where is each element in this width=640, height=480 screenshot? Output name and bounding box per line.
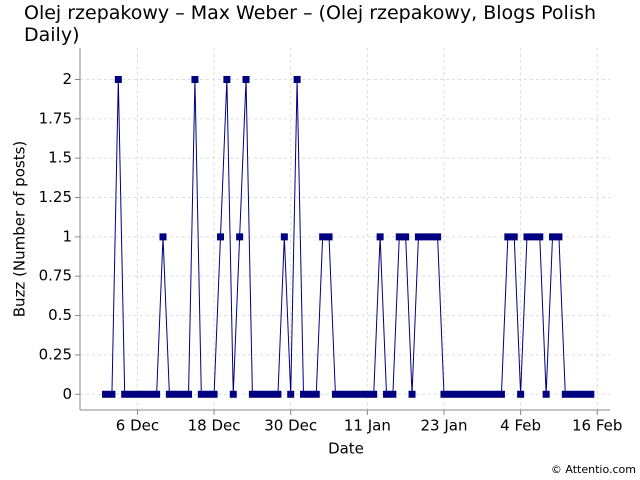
data-point: [376, 233, 384, 241]
y-tick-label: 0.75: [39, 267, 72, 285]
data-point: [466, 390, 474, 398]
data-point: [510, 233, 518, 241]
data-point: [255, 390, 263, 398]
data-point: [414, 233, 422, 241]
x-tick-label: 23 Jan: [420, 417, 467, 435]
y-axis-label: Buzz (Number of posts): [11, 141, 29, 317]
x-tick-label: 30 Dec: [264, 417, 317, 435]
data-point: [197, 390, 205, 398]
data-point: [434, 233, 442, 241]
data-point: [223, 75, 231, 83]
data-point: [542, 390, 550, 398]
data-point: [344, 390, 352, 398]
data-point: [274, 390, 282, 398]
y-tick-label: 1.25: [39, 188, 72, 206]
data-point: [472, 390, 480, 398]
data-point: [421, 233, 429, 241]
data-point: [178, 390, 186, 398]
data-point: [351, 390, 359, 398]
data-point: [478, 390, 486, 398]
data-point: [536, 233, 544, 241]
data-point: [299, 390, 307, 398]
data-point: [561, 390, 569, 398]
data-point: [248, 390, 256, 398]
data-point: [306, 390, 314, 398]
data-point: [497, 390, 505, 398]
data-point: [159, 233, 167, 241]
data-point: [210, 390, 218, 398]
data-point: [325, 233, 333, 241]
data-point: [587, 390, 595, 398]
data-point: [383, 390, 391, 398]
data-point: [312, 390, 320, 398]
data-point: [453, 390, 461, 398]
data-point: [185, 390, 193, 398]
y-tick-label: 0: [62, 385, 72, 403]
data-point: [402, 233, 410, 241]
y-tick-label: 0.25: [39, 345, 72, 363]
data-point: [504, 233, 512, 241]
data-point: [153, 390, 161, 398]
data-point: [459, 390, 467, 398]
data-point: [114, 75, 122, 83]
data-point: [204, 390, 212, 398]
data-point: [319, 233, 327, 241]
data-point: [485, 390, 493, 398]
x-axis-label: Date: [328, 440, 364, 458]
data-point: [389, 390, 397, 398]
data-point: [165, 390, 173, 398]
data-point: [191, 75, 199, 83]
data-point: [236, 233, 244, 241]
x-tick-label: 4 Feb: [500, 417, 541, 435]
y-tick-label: 2: [62, 70, 72, 88]
data-point: [331, 390, 339, 398]
data-point: [146, 390, 154, 398]
y-tick-label: 0.5: [48, 306, 72, 324]
data-point: [268, 390, 276, 398]
data-point: [491, 390, 499, 398]
data-point: [363, 390, 371, 398]
data-point: [370, 390, 378, 398]
data-point: [549, 233, 557, 241]
data-point: [440, 390, 448, 398]
data-point: [446, 390, 454, 398]
x-tick-label: 6 Dec: [116, 417, 159, 435]
data-point: [242, 75, 250, 83]
x-tick-label: 16 Feb: [572, 417, 622, 435]
data-point: [408, 390, 416, 398]
data-point: [229, 390, 237, 398]
data-point: [172, 390, 180, 398]
data-point: [287, 390, 295, 398]
data-point: [216, 233, 224, 241]
data-point: [280, 233, 288, 241]
chart-title: Olej rzepakowy – Max Weber – (Olej rzepa…: [24, 2, 597, 46]
data-point: [395, 233, 403, 241]
data-point: [338, 390, 346, 398]
data-point: [574, 390, 582, 398]
data-point: [580, 390, 588, 398]
y-tick-label: 1.75: [39, 109, 72, 127]
data-point: [517, 390, 525, 398]
data-point: [293, 75, 301, 83]
data-point: [357, 390, 365, 398]
data-point: [140, 390, 148, 398]
data-point: [523, 233, 531, 241]
y-tick-label: 1.5: [48, 149, 72, 167]
data-point: [108, 390, 116, 398]
data-point: [133, 390, 141, 398]
x-tick-label: 11 Jan: [344, 417, 391, 435]
data-point: [427, 233, 435, 241]
data-point: [261, 390, 269, 398]
data-point: [555, 233, 563, 241]
y-tick-label: 1: [62, 227, 72, 245]
data-point: [127, 390, 135, 398]
data-point: [121, 390, 129, 398]
credit: © Attentio.com: [551, 463, 636, 476]
data-point: [102, 390, 110, 398]
data-point: [568, 390, 576, 398]
x-tick-label: 18 Dec: [188, 417, 241, 435]
data-point: [529, 233, 537, 241]
